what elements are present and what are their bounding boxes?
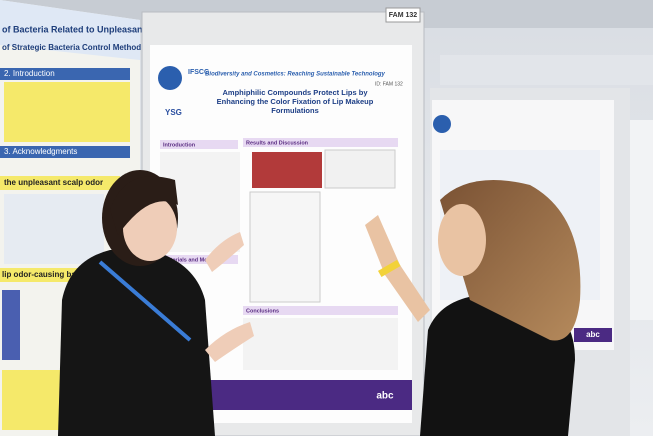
poster-id: ID: FAM 132 <box>375 81 403 87</box>
section-heading: 3. Acknowledgments <box>4 147 77 156</box>
section-heading: Introduction <box>163 142 196 148</box>
section-heading: lip odor-causing bacteria <box>2 270 98 279</box>
section-heading: 2. Introduction <box>4 69 55 78</box>
wall <box>440 55 653 85</box>
sponsor-logo: abc <box>376 391 394 402</box>
section-heading: Materials and Methods <box>163 257 222 263</box>
theme: Biodiversity and Cosmetics: Reaching Sus… <box>205 72 385 78</box>
person-left <box>58 170 254 436</box>
sponsor-logo: abc <box>586 330 600 339</box>
person-right <box>365 180 581 436</box>
poster-title: Amphiphilic Compounds Protect Lips by En… <box>216 88 374 115</box>
board-number: FAM 132 <box>389 12 418 19</box>
poster-subtitle: of Strategic Bacteria Control Methods <box>2 43 146 52</box>
event-logo: IFSCC <box>188 69 209 76</box>
company-logo: YSG <box>165 108 182 117</box>
poster-title: of Bacteria Related to Unpleasant Scalp … <box>2 24 197 34</box>
section-heading: the unpleasant scalp odor <box>4 178 103 187</box>
section-heading: Results and Discussion <box>246 140 309 146</box>
section-heading: Conclusions <box>246 308 279 314</box>
